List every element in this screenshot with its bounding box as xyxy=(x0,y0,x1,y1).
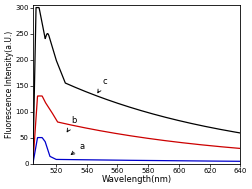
Text: a: a xyxy=(71,142,84,155)
X-axis label: Wavelength(nm): Wavelength(nm) xyxy=(102,175,172,184)
Text: c: c xyxy=(98,77,107,93)
Text: b: b xyxy=(67,116,77,132)
Y-axis label: Fluorescence Intensity(a.U.): Fluorescence Intensity(a.U.) xyxy=(5,31,14,138)
